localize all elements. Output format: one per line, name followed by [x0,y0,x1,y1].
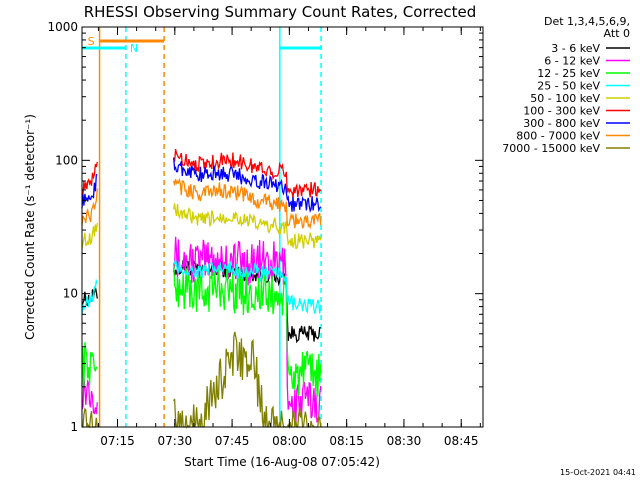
legend-label: 12 - 25 keV [537,67,600,80]
y-axis-label: Corrected Count Rate (s⁻¹ detector⁻¹) [23,114,37,340]
marker-lines [98,27,322,427]
legend-label: 25 - 50 keV [537,80,600,93]
x-tick-label: 07:45 [215,434,250,448]
legend-label: 300 - 800 keV [523,117,600,130]
series-line [81,203,322,250]
legend-header-line-2: Att 0 [604,27,630,40]
legend-label: 800 - 7000 keV [516,130,600,143]
legend-header-line-1: Det 1,3,4,5,6,9, [544,15,630,28]
y-tick-label: 100 [55,153,78,167]
series-line [81,177,322,230]
series-line [81,157,322,213]
y-tick-label: 1 [70,420,78,434]
x-tick-label: 08:15 [329,434,364,448]
chart-title: RHESSI Observing Summary Count Rates, Co… [84,3,477,21]
y-tick-label: 10 [63,287,78,301]
x-tick-label: 08:00 [272,434,307,448]
legend-label: 3 - 6 keV [551,42,600,55]
x-tick-label: 07:30 [158,434,193,448]
x-tick-label: 08:30 [387,434,422,448]
x-axis-label: Start Time (16-Aug-08 07:05:42) [184,455,380,469]
x-tick-label: 07:15 [100,434,135,448]
legend-label: 7000 - 15000 keV [502,142,600,155]
y-tick-label: 1000 [47,20,78,34]
legend-label: 6 - 12 keV [544,55,600,68]
axes: 1 10 100 1000 07:15 07:30 07:45 08:00 08:15 08:30… [47,20,483,448]
flag-bars: SN [82,35,322,55]
flag-label: N [130,42,138,55]
flag-label: S [88,35,95,48]
series-line [81,148,322,198]
x-tick-label: 08:45 [444,434,479,448]
plot-frame [81,26,484,428]
series-line [81,259,322,315]
legend-label: 100 - 300 keV [523,105,600,118]
legend-label: 50 - 100 keV [530,92,600,105]
timestamp: 15-Oct-2021 04:41 [560,468,636,477]
